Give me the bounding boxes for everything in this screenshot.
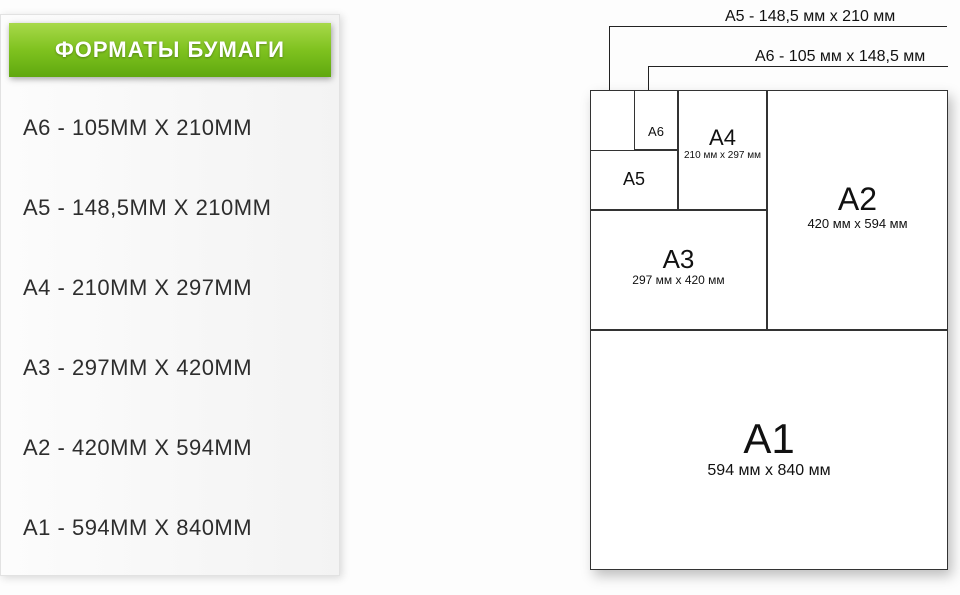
callout-a5: А5 - 148,5 мм х 210 мм bbox=[725, 8, 895, 26]
label-a2: А2 420 мм х 594 мм bbox=[767, 182, 948, 231]
left-panel: ФОРМАТЫ БУМАГИ А6 - 105ММ Х 210ММ А5 - 1… bbox=[0, 14, 340, 576]
label-a1: А1 594 мм х 840 мм bbox=[590, 416, 948, 480]
box-a6 bbox=[634, 90, 678, 150]
callout-a5-guide-h bbox=[609, 26, 947, 27]
list-item-a6: А6 - 105ММ Х 210ММ bbox=[23, 115, 323, 141]
label-a3-dim: 297 мм х 420 мм bbox=[590, 274, 767, 287]
list-item-a2: А2 - 420ММ Х 594ММ bbox=[23, 435, 323, 461]
title-bar: ФОРМАТЫ БУМАГИ bbox=[9, 23, 331, 77]
label-a1-name: А1 bbox=[590, 416, 948, 462]
callout-a6: А6 - 105 мм х 148,5 мм bbox=[755, 48, 925, 66]
label-a4: А4 210 мм х 297 мм bbox=[678, 126, 767, 161]
label-a2-name: А2 bbox=[767, 182, 948, 217]
label-a6: А6 bbox=[634, 125, 678, 139]
label-a5-name: А5 bbox=[590, 170, 678, 190]
label-a3: А3 297 мм х 420 мм bbox=[590, 245, 767, 287]
label-a4-name: А4 bbox=[678, 126, 767, 150]
callout-a5-guide-v bbox=[609, 26, 610, 90]
format-list: А6 - 105ММ Х 210ММ А5 - 148,5ММ Х 210ММ … bbox=[23, 115, 323, 595]
label-a3-name: А3 bbox=[590, 245, 767, 274]
paper-diagram: А5 - 148,5 мм х 210 мм А6 - 105 мм х 148… bbox=[555, 0, 950, 580]
list-item-a3: А3 - 297ММ Х 420ММ bbox=[23, 355, 323, 381]
label-a4-dim: 210 мм х 297 мм bbox=[678, 150, 767, 161]
label-a5: А5 bbox=[590, 170, 678, 190]
list-item-a4: А4 - 210ММ Х 297ММ bbox=[23, 275, 323, 301]
label-a2-dim: 420 мм х 594 мм bbox=[767, 217, 948, 231]
list-item-a5: А5 - 148,5ММ Х 210ММ bbox=[23, 195, 323, 221]
list-item-a1: А1 - 594ММ Х 840ММ bbox=[23, 515, 323, 541]
callout-a6-guide-h bbox=[648, 66, 948, 67]
page-root: ФОРМАТЫ БУМАГИ А6 - 105ММ Х 210ММ А5 - 1… bbox=[0, 0, 960, 591]
label-a1-dim: 594 мм х 840 мм bbox=[590, 462, 948, 480]
label-a6-name: А6 bbox=[634, 125, 678, 139]
title-text: ФОРМАТЫ БУМАГИ bbox=[55, 37, 285, 63]
callout-a6-guide-v bbox=[648, 66, 649, 90]
